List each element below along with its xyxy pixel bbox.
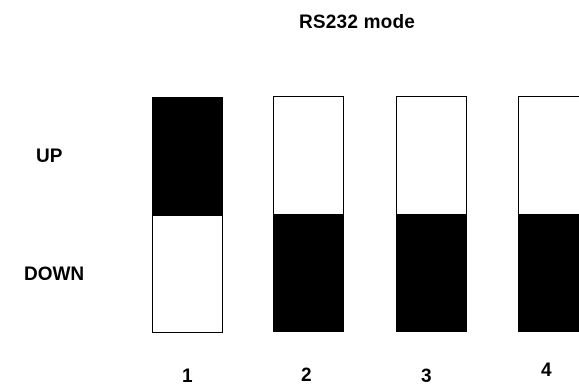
dip-switch-3-down-segment [397, 214, 466, 331]
dip-switch-4 [518, 96, 579, 332]
diagram-title: RS232 mode [299, 12, 416, 33]
dip-switch-4-down-segment [519, 214, 579, 331]
dip-switch-4-up-segment [519, 97, 579, 214]
dip-switch-1-up-segment [153, 98, 222, 215]
dip-switch-3 [396, 96, 467, 332]
dip-switch-1 [152, 97, 223, 333]
dip-switch-2-up-segment [274, 97, 343, 214]
switch-number-4: 4 [541, 360, 552, 381]
down-row-label: DOWN [24, 264, 85, 285]
dip-switch-2-down-segment [274, 214, 343, 331]
switch-number-2: 2 [301, 365, 312, 386]
switch-number-1: 1 [182, 366, 193, 387]
switch-number-3: 3 [421, 366, 432, 387]
dip-switch-3-up-segment [397, 97, 466, 214]
up-row-label: UP [36, 146, 63, 167]
dip-switch-2 [273, 96, 344, 332]
dip-switch-1-down-segment [153, 215, 222, 332]
